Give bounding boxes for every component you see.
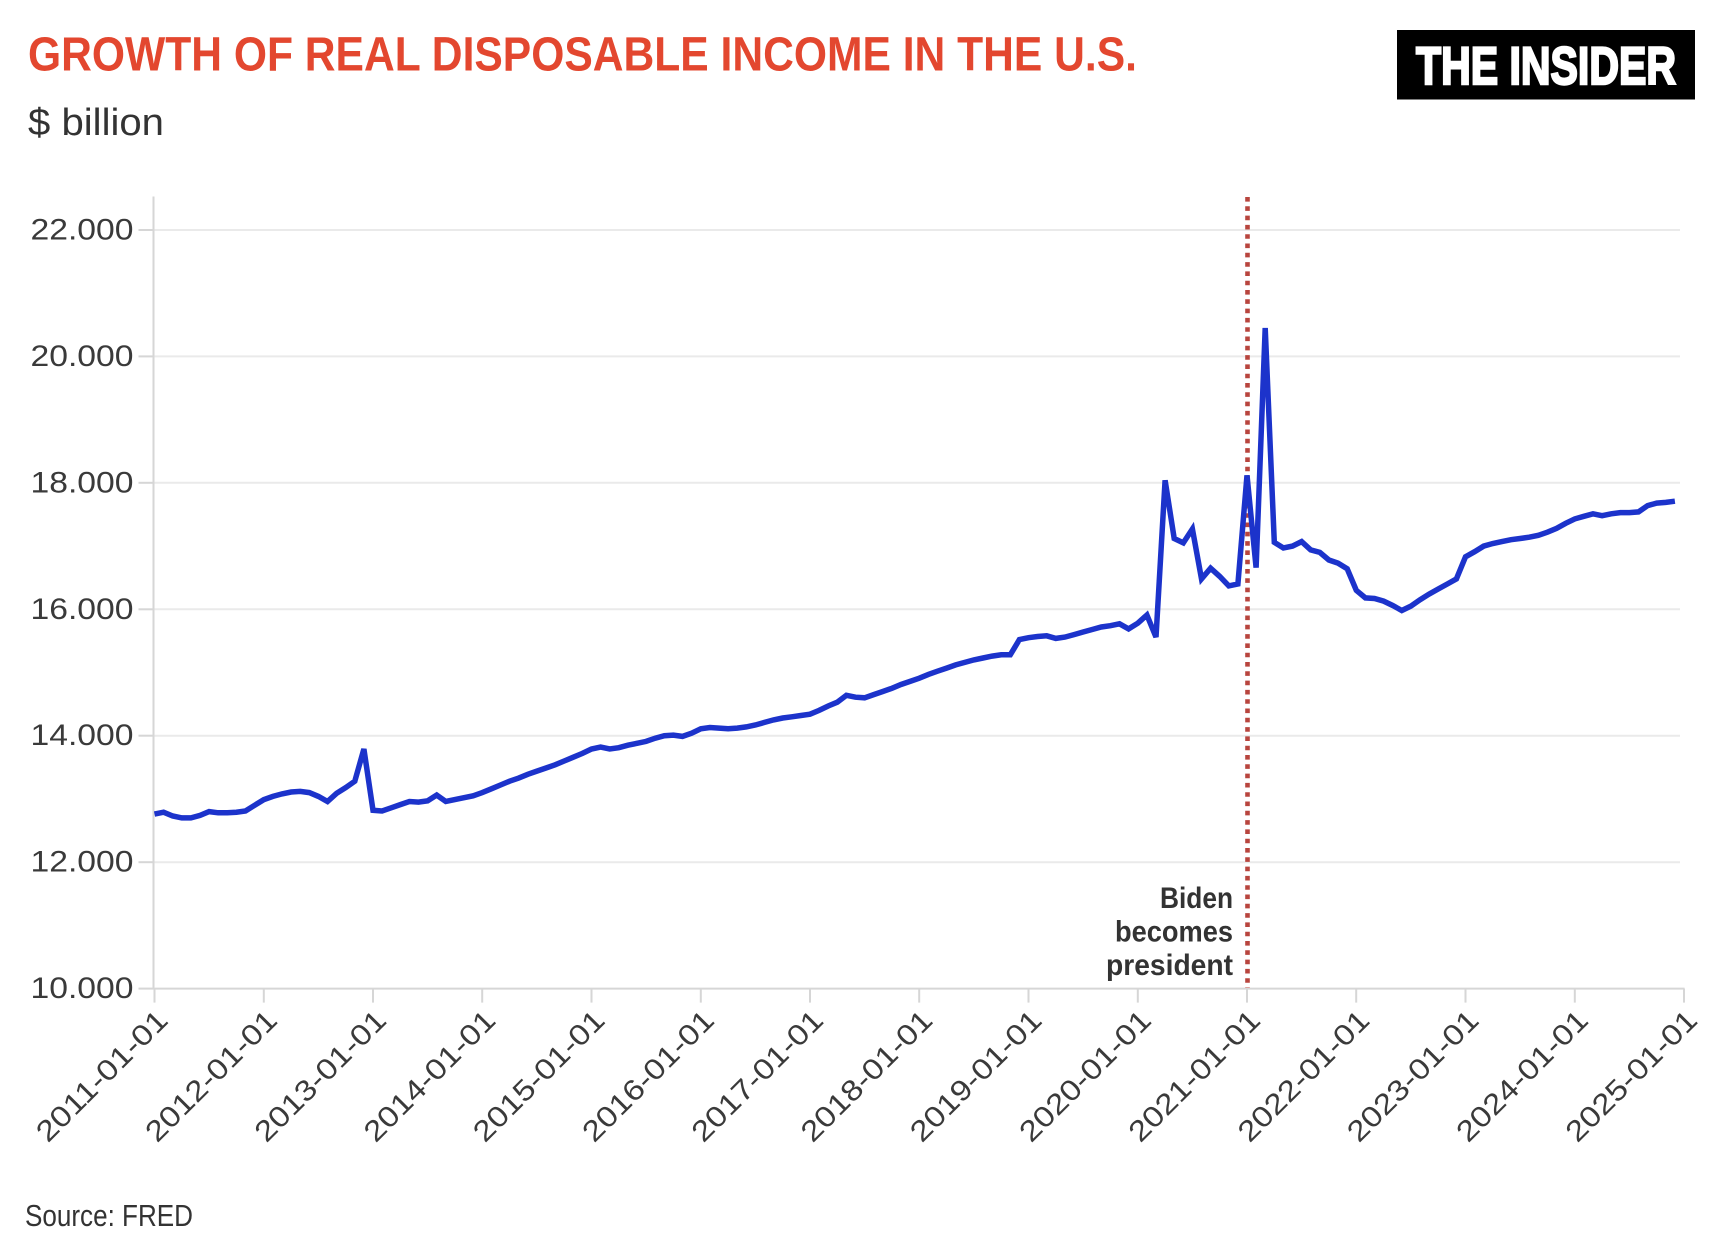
svg-text:22.000: 22.000 [31, 214, 134, 247]
svg-text:20.000: 20.000 [31, 340, 134, 373]
svg-text:$ billion: $ billion [28, 102, 164, 144]
svg-text:18.000: 18.000 [31, 466, 134, 499]
svg-text:14.000: 14.000 [31, 719, 134, 752]
svg-text:GROWTH OF REAL DISPOSABLE INCO: GROWTH OF REAL DISPOSABLE INCOME IN THE … [28, 29, 1137, 82]
svg-text:10.000: 10.000 [31, 972, 134, 1005]
svg-text:president: president [1106, 949, 1233, 982]
svg-text:12.000: 12.000 [31, 846, 134, 879]
svg-text:Source: FRED: Source: FRED [25, 1198, 193, 1233]
svg-text:Biden: Biden [1160, 882, 1233, 915]
svg-text:16.000: 16.000 [31, 593, 134, 626]
svg-text:THE INSIDER: THE INSIDER [1416, 37, 1676, 96]
svg-text:becomes: becomes [1115, 916, 1233, 949]
